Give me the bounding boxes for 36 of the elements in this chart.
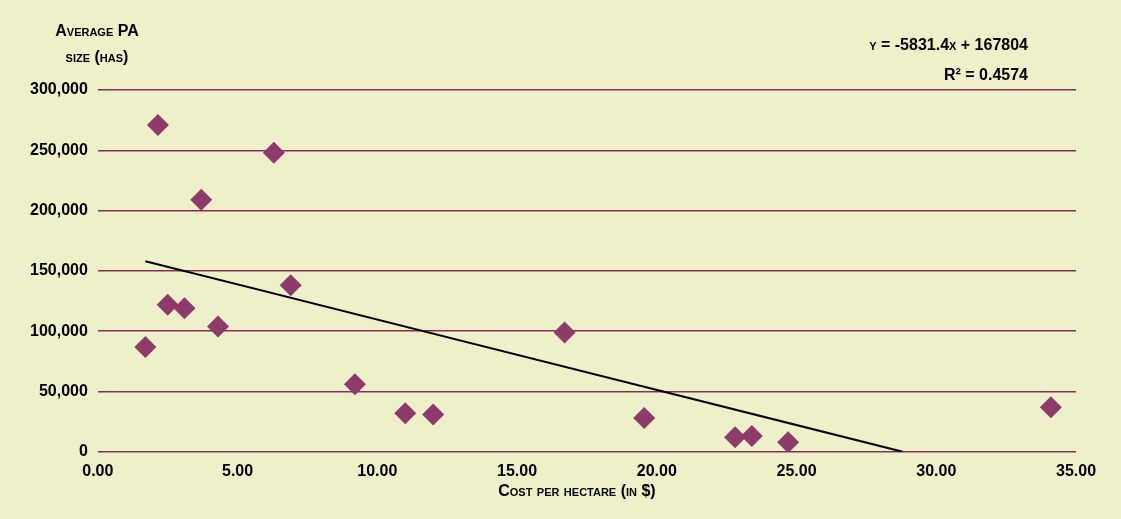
x-tick-label: 15.00 — [497, 461, 538, 479]
text: R² = 0.4574 — [943, 66, 1029, 83]
x-tick-label: 0.00 — [82, 461, 114, 479]
point — [724, 426, 747, 449]
y-tick-label: 50,000 — [38, 381, 88, 399]
x-tick-label: 30.00 — [916, 461, 957, 479]
point — [173, 297, 196, 320]
point — [190, 188, 213, 211]
y-axis-title: Average PA size (has) — [55, 22, 140, 65]
point — [777, 431, 800, 452]
point — [207, 315, 230, 338]
x-tick-label: 20.00 — [636, 461, 677, 479]
point — [146, 113, 169, 136]
point — [156, 293, 179, 316]
y-tick-label: 250,000 — [29, 140, 88, 158]
point — [262, 141, 285, 164]
x-axis-title: Cost per hectare (in $) — [498, 482, 656, 499]
x-tick-label: 35.00 — [1055, 461, 1097, 479]
point — [279, 274, 302, 297]
point — [553, 321, 576, 344]
y-tick-label: 150,000 — [29, 261, 88, 279]
y-tick-label: 200,000 — [29, 201, 88, 219]
x-tick-label: 10.00 — [357, 461, 398, 479]
point — [422, 403, 445, 426]
point — [740, 425, 763, 448]
y-tick-label: 100,000 — [29, 321, 88, 339]
y-tick-label: 0 — [78, 442, 88, 460]
y-tick-label: 300,000 — [29, 80, 88, 98]
point — [1039, 396, 1062, 419]
point — [633, 407, 656, 430]
point — [343, 373, 366, 396]
text: y = -5831.4x + 167804 — [869, 36, 1029, 53]
x-tick-label: 25.00 — [776, 461, 817, 479]
point — [134, 335, 157, 358]
x-tick-label: 5.00 — [222, 461, 254, 479]
point — [394, 402, 417, 425]
